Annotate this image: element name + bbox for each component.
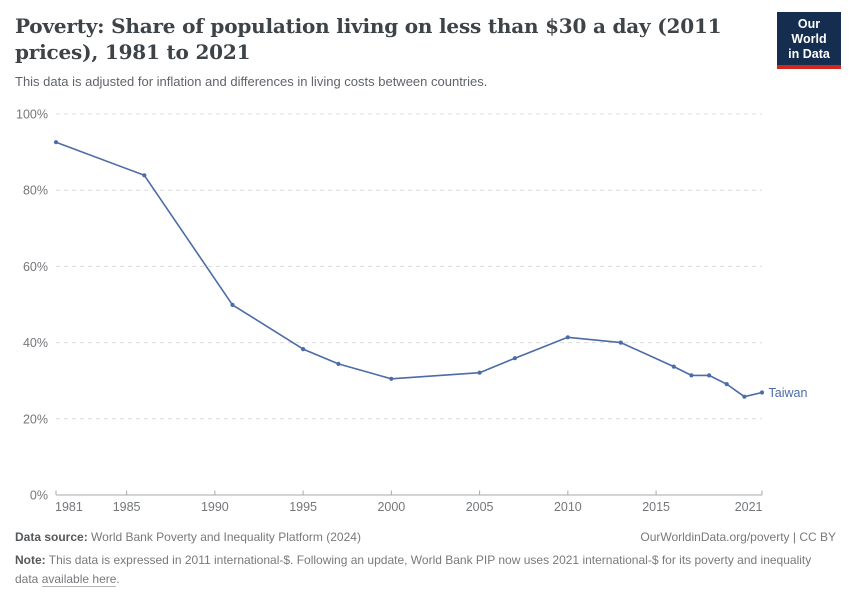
data-point-marker[interactable] (707, 373, 712, 378)
data-point-marker[interactable] (742, 394, 747, 399)
data-point-marker[interactable] (336, 361, 341, 366)
note-label: Note: (15, 553, 46, 567)
x-tick-label: 2005 (466, 500, 494, 514)
chart-title-line1: Poverty: Share of population living on l… (15, 14, 722, 38)
data-point-marker[interactable] (724, 382, 729, 387)
data-point-marker[interactable] (142, 173, 147, 178)
y-tick-label: 80% (23, 184, 48, 198)
note-text-2: . (116, 571, 120, 586)
x-tick-label: 2021 (735, 500, 763, 514)
data-point-marker[interactable] (759, 390, 765, 395)
owid-logo[interactable]: Our World in Data (777, 12, 841, 70)
series-line-taiwan[interactable] (55, 141, 763, 398)
data-point-marker[interactable] (618, 340, 623, 345)
x-tick-label: 1995 (289, 500, 317, 514)
y-tick-label: 60% (23, 260, 48, 274)
x-tick-label: 1981 (55, 500, 83, 514)
data-point-marker[interactable] (565, 335, 570, 340)
data-source-label: Data source: (15, 530, 88, 544)
note-available-here-link[interactable]: available here (41, 571, 117, 587)
chart-title: Poverty: Share of population living on l… (15, 13, 722, 65)
data-point-marker[interactable] (512, 356, 518, 361)
x-tick-label: 2010 (554, 500, 582, 514)
y-tick-label: 20% (23, 412, 48, 426)
logo-line1: Our World (791, 17, 827, 46)
footer-note: Note: This data is expressed in 2011 int… (15, 551, 831, 588)
data-point-marker[interactable] (301, 347, 306, 352)
x-tick-label: 2000 (377, 500, 405, 514)
footer-source-row: Data source: World Bank Poverty and Ineq… (15, 530, 836, 544)
series-label[interactable]: Taiwan (769, 386, 808, 400)
license-link[interactable]: OurWorldinData.org/poverty | CC BY (640, 530, 836, 544)
data-point-marker[interactable] (671, 364, 676, 369)
data-point-marker[interactable] (230, 302, 235, 307)
data-point-marker[interactable] (689, 373, 694, 378)
data-source: Data source: World Bank Poverty and Ineq… (15, 530, 361, 544)
data-point-marker[interactable] (389, 376, 394, 381)
note-text-1: This data is expressed in 2011 internati… (15, 553, 812, 586)
logo-line2: in Data (788, 46, 830, 61)
data-point-marker[interactable] (53, 140, 59, 145)
y-tick-label: 0% (30, 489, 48, 503)
data-source-text: World Bank Poverty and Inequality Platfo… (87, 530, 361, 544)
x-tick-label: 1985 (113, 500, 141, 514)
x-tick-label: 1990 (201, 500, 229, 514)
data-point-marker[interactable] (477, 370, 482, 375)
x-tick-label: 2015 (642, 500, 670, 514)
chart-title-line2: prices), 1981 to 2021 (15, 40, 251, 64)
y-tick-label: 40% (23, 336, 48, 350)
y-tick-label: 100% (16, 108, 48, 122)
chart-subtitle: This data is adjusted for inflation and … (15, 74, 488, 89)
